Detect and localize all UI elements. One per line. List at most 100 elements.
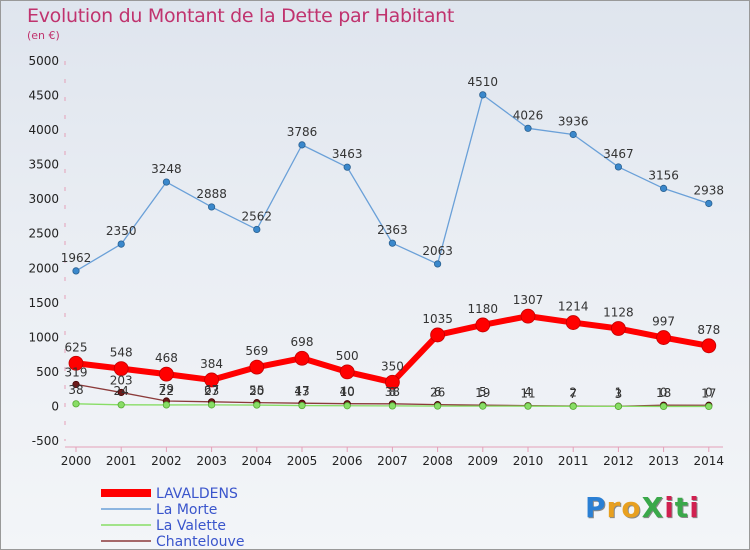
data-point xyxy=(475,317,491,333)
y-tick-label: 5000 xyxy=(28,54,59,68)
data-point xyxy=(479,402,487,410)
y-tick-label: 3500 xyxy=(28,158,59,172)
data-label: 67 xyxy=(204,383,219,397)
y-tick-label: 0 xyxy=(51,399,59,413)
data-point xyxy=(520,308,536,324)
data-point xyxy=(656,330,671,345)
data-point xyxy=(569,130,577,139)
data-point xyxy=(204,372,220,388)
data-point xyxy=(117,401,125,409)
data-label: 350 xyxy=(381,359,404,373)
data-label: 2363 xyxy=(377,223,408,237)
data-label: 625 xyxy=(65,340,88,354)
logo-letter: r xyxy=(606,491,622,524)
data-point xyxy=(388,239,396,247)
data-label: 13 xyxy=(294,385,309,399)
data-point xyxy=(705,402,713,411)
y-tick-label: 4500 xyxy=(28,89,59,103)
data-point xyxy=(72,267,80,275)
data-label: 55 xyxy=(249,384,264,398)
data-label: 3248 xyxy=(151,162,182,176)
data-label: 2938 xyxy=(694,183,725,197)
data-label: 2 xyxy=(569,385,577,399)
x-tick-label: 2012 xyxy=(603,454,634,468)
data-label: 878 xyxy=(697,323,720,337)
data-label: 23 xyxy=(204,384,219,398)
y-tick-label: 500 xyxy=(36,365,59,379)
x-tick-label: 2011 xyxy=(558,454,589,468)
logo-letter: i xyxy=(689,491,700,524)
data-point xyxy=(72,400,80,408)
data-point xyxy=(343,402,351,410)
data-point xyxy=(565,315,581,330)
data-label: 2350 xyxy=(106,224,137,238)
chart-title: Evolution du Montant de la Dette par Hab… xyxy=(27,5,455,27)
data-label: 6 xyxy=(434,385,442,399)
data-label: 1035 xyxy=(422,312,453,326)
y-tick-label: -500 xyxy=(32,434,59,448)
data-point xyxy=(253,401,261,409)
data-point xyxy=(158,366,174,382)
y-tick-label: 1000 xyxy=(28,330,59,344)
x-tick-label: 2005 xyxy=(287,454,318,468)
data-point xyxy=(208,401,216,409)
data-label: 40 xyxy=(340,385,355,399)
data-point xyxy=(117,388,125,397)
x-tick-label: 2007 xyxy=(377,454,408,468)
data-label: 698 xyxy=(291,335,314,349)
data-label: 79 xyxy=(159,382,174,396)
data-point xyxy=(569,402,577,410)
data-label: 3156 xyxy=(648,168,679,182)
logo-letter: i xyxy=(664,491,675,524)
data-label: 1307 xyxy=(513,293,544,307)
data-point xyxy=(298,141,306,149)
x-tick-label: 2004 xyxy=(242,454,273,468)
logo-letter: t xyxy=(674,491,690,524)
data-label: 203 xyxy=(110,373,133,387)
data-point xyxy=(113,361,129,376)
legend-label: La Valette xyxy=(156,518,226,534)
data-label: 468 xyxy=(155,351,178,365)
data-label: 20 xyxy=(249,384,264,398)
data-point xyxy=(117,240,125,248)
data-label: 38 xyxy=(385,385,400,399)
x-tick-label: 2000 xyxy=(61,454,92,468)
data-point xyxy=(162,401,170,409)
data-point xyxy=(433,402,442,410)
data-label: 2888 xyxy=(196,187,227,201)
legend-label: Chantelouve xyxy=(156,534,244,549)
data-point xyxy=(384,374,400,390)
legend-label: LAVALDENS xyxy=(156,486,238,502)
y-tick-label: 3000 xyxy=(28,192,59,206)
y-tick-label: 2000 xyxy=(28,261,59,275)
y-tick-label: 1500 xyxy=(28,296,59,310)
data-label: 2562 xyxy=(242,209,273,223)
data-label: 19 xyxy=(475,386,490,400)
chart-unit: (en €) xyxy=(27,29,60,42)
data-label: 5 xyxy=(479,385,487,399)
data-point xyxy=(298,401,306,410)
data-label: 3 xyxy=(615,387,623,401)
data-label: 11 xyxy=(520,387,535,401)
series-la-valette xyxy=(72,400,713,411)
data-label: 1 xyxy=(615,385,623,399)
data-point xyxy=(72,380,80,389)
series-la-morte xyxy=(72,91,713,275)
logo-letter: o xyxy=(621,491,642,524)
data-point xyxy=(614,163,623,171)
data-point xyxy=(611,321,626,336)
data-point xyxy=(524,402,532,410)
data-label: 47 xyxy=(294,384,309,398)
data-point xyxy=(343,163,351,171)
data-label: 548 xyxy=(110,346,133,360)
data-label: 8 xyxy=(389,385,397,399)
x-tick-label: 2003 xyxy=(196,454,227,468)
data-label: 7 xyxy=(569,387,577,401)
data-label: 17 xyxy=(701,386,716,400)
data-label: 3467 xyxy=(603,147,634,161)
data-label: 500 xyxy=(336,349,359,363)
y-tick-label: 4000 xyxy=(28,123,59,137)
data-point xyxy=(479,91,487,99)
